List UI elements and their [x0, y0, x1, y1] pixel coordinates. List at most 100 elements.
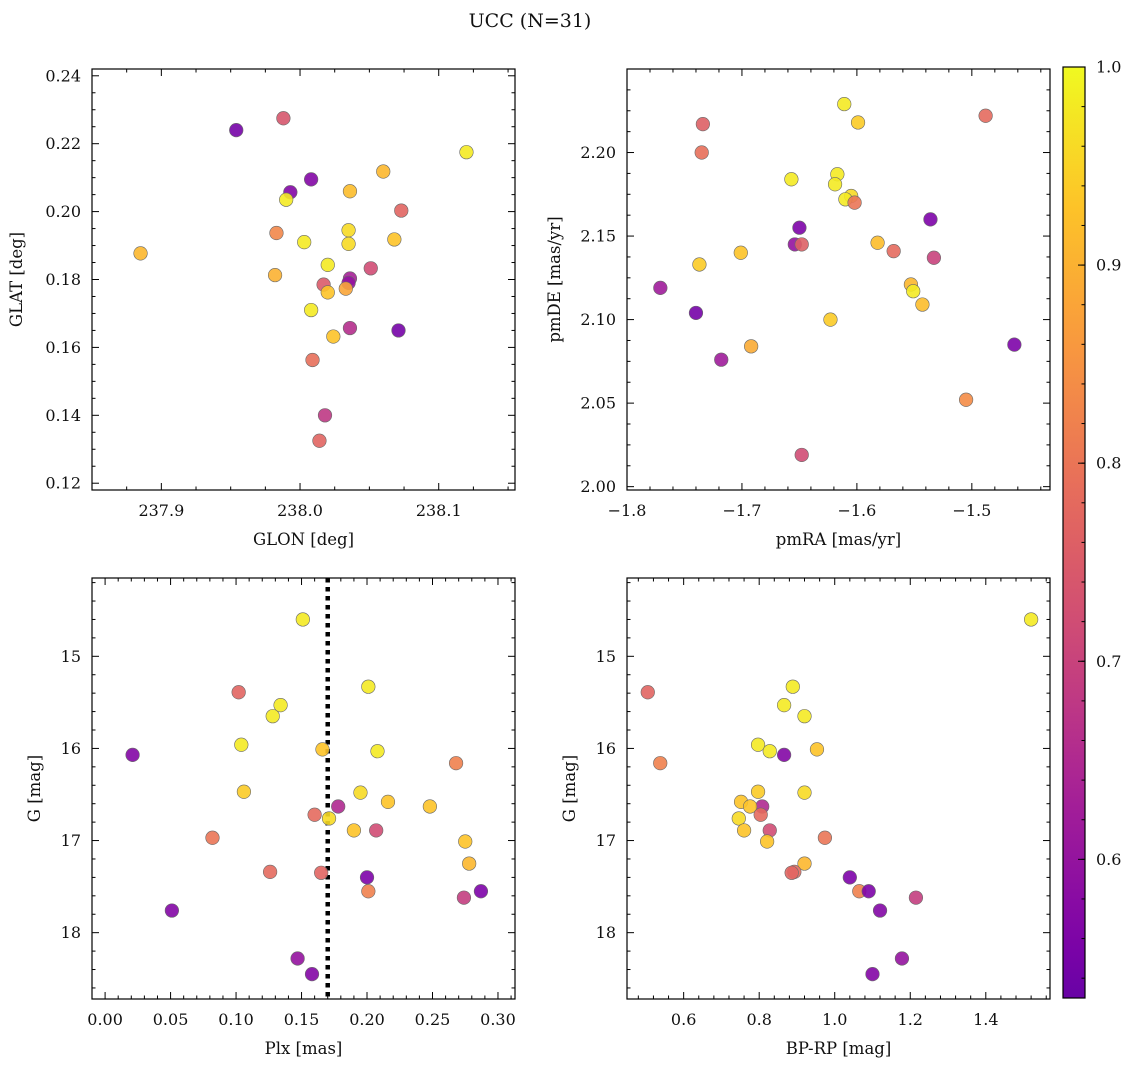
panel-1-point-27[interactable]	[305, 352, 320, 368]
panel-1-point-0[interactable]	[229, 123, 244, 138]
panel-4-point-10[interactable]	[750, 784, 766, 799]
panel-4-point-28[interactable]	[872, 903, 888, 918]
panel-4-point-21[interactable]	[797, 856, 812, 871]
panel-1-point-22[interactable]	[320, 285, 335, 300]
panel-3-point-16[interactable]	[321, 811, 337, 826]
panel-2-point-7[interactable]	[827, 177, 843, 192]
panel-4-point-8[interactable]	[777, 747, 792, 762]
panel-2-point-22[interactable]	[906, 284, 921, 299]
panel-2-point-18[interactable]	[926, 250, 942, 265]
panel-4-point-17[interactable]	[736, 823, 752, 838]
panel-3-point-6[interactable]	[315, 742, 330, 757]
panel-3-point-23[interactable]	[314, 865, 329, 880]
panel-1-point-29[interactable]	[312, 433, 327, 448]
panel-3-point-13[interactable]	[331, 799, 346, 814]
panel-3-point-8[interactable]	[125, 747, 140, 762]
panel-2-point-3[interactable]	[695, 117, 710, 132]
panel-3-point-5[interactable]	[234, 737, 249, 752]
panel-4-point-3[interactable]	[777, 698, 792, 713]
panel-4-point-9[interactable]	[653, 756, 668, 771]
panel-1-point-12[interactable]	[297, 235, 312, 250]
panel-2-point-0[interactable]	[837, 96, 852, 112]
panel-3-point-24[interactable]	[359, 870, 375, 885]
panel-1-point-1[interactable]	[276, 111, 291, 126]
panel-3-point-15[interactable]	[307, 807, 322, 822]
panel-2-point-28[interactable]	[714, 352, 729, 367]
panel-4-point-16[interactable]	[731, 811, 746, 826]
panel-2-point-30[interactable]	[794, 447, 809, 463]
panel-2-point-16[interactable]	[886, 243, 901, 259]
panel-4-point-20[interactable]	[760, 834, 775, 849]
panel-3-point-7[interactable]	[370, 744, 385, 759]
panel-1-point-26[interactable]	[326, 329, 341, 344]
panel-1-point-24[interactable]	[342, 320, 358, 336]
panel-1-point-17[interactable]	[267, 267, 283, 283]
panel-2-point-29[interactable]	[958, 392, 974, 407]
panel-2-point-25[interactable]	[823, 312, 838, 327]
panel-3-point-27[interactable]	[456, 890, 472, 905]
panel-1-point-21[interactable]	[338, 281, 353, 296]
panel-1-point-13[interactable]	[341, 236, 356, 251]
panel-1-point-10[interactable]	[269, 225, 284, 241]
panel-4-point-1[interactable]	[785, 679, 800, 694]
panel-1-point-4[interactable]	[304, 172, 319, 187]
panel-1-point-14[interactable]	[133, 246, 148, 261]
panel-1-point-7[interactable]	[279, 192, 294, 207]
panel-1-point-16[interactable]	[363, 261, 378, 276]
panel-4-point-24[interactable]	[842, 870, 857, 885]
panel-3-point-18[interactable]	[369, 823, 384, 838]
panel-4-point-4[interactable]	[797, 709, 812, 724]
panel-4-point-30[interactable]	[865, 967, 880, 982]
panel-1-point-15[interactable]	[320, 257, 335, 273]
panel-1-point-25[interactable]	[391, 323, 406, 338]
panel-1-point-11[interactable]	[387, 232, 402, 247]
panel-3-point-29[interactable]	[290, 951, 305, 966]
panel-3-point-26[interactable]	[473, 884, 489, 899]
panel-2-point-4[interactable]	[694, 145, 709, 160]
panel-3-point-22[interactable]	[263, 864, 278, 879]
panel-2-point-26[interactable]	[1007, 337, 1022, 352]
panel-2-point-19[interactable]	[692, 257, 707, 272]
panel-3-point-19[interactable]	[205, 830, 220, 845]
panel-3-point-14[interactable]	[422, 799, 437, 814]
panel-3-point-1[interactable]	[361, 679, 376, 694]
panel-2-point-6[interactable]	[784, 172, 799, 187]
panel-3-point-10[interactable]	[236, 784, 252, 799]
panel-4-point-7[interactable]	[762, 744, 777, 759]
panel-4-point-15[interactable]	[753, 807, 768, 822]
panel-2-point-14[interactable]	[794, 237, 809, 252]
panel-3-point-2[interactable]	[231, 685, 246, 700]
panel-3-point-20[interactable]	[458, 834, 473, 849]
panel-4-point-5[interactable]	[750, 737, 766, 752]
panel-3-point-12[interactable]	[380, 794, 396, 809]
panel-1-point-23[interactable]	[304, 302, 319, 318]
panel-4-point-27[interactable]	[908, 890, 924, 905]
panel-3-point-0[interactable]	[295, 612, 310, 627]
panel-3-point-25[interactable]	[361, 884, 376, 899]
panel-4-point-23[interactable]	[784, 865, 799, 880]
panel-4-point-26[interactable]	[861, 884, 876, 899]
panel-4-point-29[interactable]	[894, 951, 910, 966]
panel-4-point-6[interactable]	[809, 742, 825, 757]
panel-2-point-17[interactable]	[733, 245, 748, 260]
panel-2-point-24[interactable]	[688, 305, 704, 321]
panel-1-point-5[interactable]	[342, 184, 358, 199]
panel-3-point-28[interactable]	[164, 903, 179, 918]
panel-3-point-21[interactable]	[462, 856, 477, 871]
panel-2-point-1[interactable]	[978, 108, 993, 123]
panel-2-point-23[interactable]	[915, 297, 930, 312]
panel-4-point-0[interactable]	[1024, 612, 1039, 627]
panel-2-point-27[interactable]	[744, 339, 759, 354]
panel-3-point-17[interactable]	[346, 823, 362, 838]
panel-3-point-30[interactable]	[304, 967, 320, 982]
panel-2-point-2[interactable]	[850, 115, 866, 130]
panel-3-point-4[interactable]	[265, 709, 280, 724]
panel-4-point-2[interactable]	[640, 685, 655, 700]
panel-1-point-3[interactable]	[376, 164, 391, 179]
panel-3-point-9[interactable]	[448, 756, 464, 771]
panel-1-point-8[interactable]	[394, 203, 409, 218]
panel-1-point-9[interactable]	[341, 223, 356, 238]
panel-2-point-15[interactable]	[870, 235, 885, 250]
panel-4-point-14[interactable]	[743, 799, 758, 814]
panel-3-point-11[interactable]	[353, 785, 368, 800]
